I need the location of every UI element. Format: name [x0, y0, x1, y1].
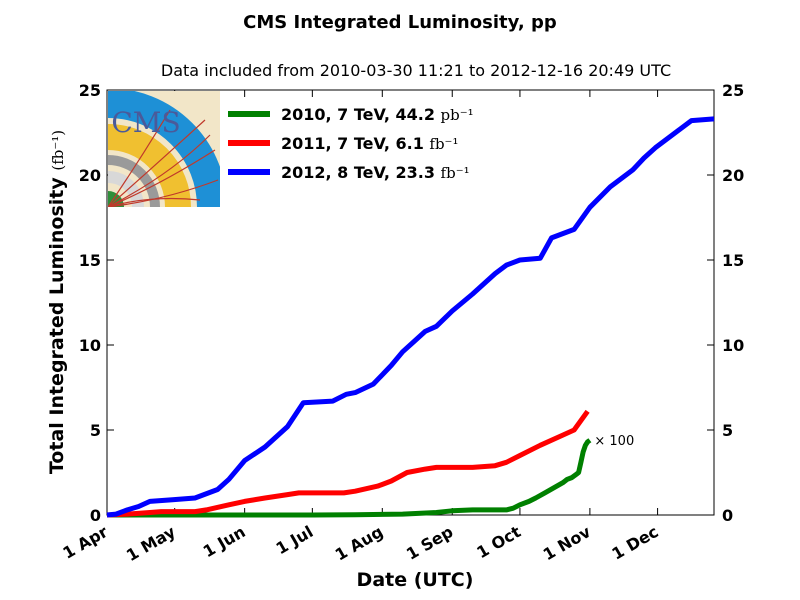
y-tick-label-right: 15 — [722, 251, 744, 270]
x-tick-label: 1 Dec — [609, 522, 662, 564]
y-tick-label: 25 — [79, 81, 101, 100]
x-tick-label: 1 Sep — [403, 522, 456, 564]
x-tick-label: 1 Apr — [60, 522, 112, 563]
legend-label-2: 2012, 8 TeV, 23.3 fb⁻¹ — [281, 163, 470, 182]
annotation-label: × 100 — [594, 434, 634, 449]
x-tick-label: 1 Nov — [540, 522, 595, 564]
y-tick-label: 15 — [79, 251, 101, 270]
y-tick-label: 5 — [90, 421, 101, 440]
cms-logo: CMS — [108, 91, 220, 207]
legend-label-0: 2010, 7 TeV, 44.2 pb⁻¹ — [281, 105, 474, 124]
legend: 2010, 7 TeV, 44.2 pb⁻¹ 2011, 7 TeV, 6.1 f… — [228, 105, 474, 182]
series-line-1 — [106, 409, 590, 518]
y-tick-label-right: 0 — [722, 506, 733, 525]
y-axis-label: Total Integrated Luminosity (fb⁻¹) — [46, 130, 68, 474]
x-tick-label: 1 May — [123, 522, 179, 565]
y-tick-label-right: 10 — [722, 336, 744, 355]
x-axis-label: Date (UTC) — [357, 569, 474, 591]
y-tick-label: 10 — [79, 336, 101, 355]
series-line-2 — [106, 116, 715, 518]
y-tick-label: 20 — [79, 166, 101, 185]
y-tick-label-right: 5 — [722, 421, 733, 440]
chart-subtitle: Data included from 2010-03-30 11:21 to 2… — [161, 61, 671, 80]
legend-label-1: 2011, 7 TeV, 6.1 fb⁻¹ — [281, 134, 459, 153]
y-tick-label-right: 25 — [722, 81, 744, 100]
x-tick-label: 1 Jul — [273, 522, 317, 558]
chart-title: CMS Integrated Luminosity, pp — [243, 12, 557, 33]
cms-logo-text: CMS — [111, 106, 180, 139]
series-line-0 — [107, 438, 592, 518]
x-tick-label: 1 Jun — [200, 522, 249, 561]
x-tick-label: 1 Aug — [332, 522, 386, 564]
y-tick-label: 0 — [90, 506, 101, 525]
y-tick-label-right: 20 — [722, 166, 744, 185]
x-tick-label: 1 Oct — [473, 522, 524, 562]
